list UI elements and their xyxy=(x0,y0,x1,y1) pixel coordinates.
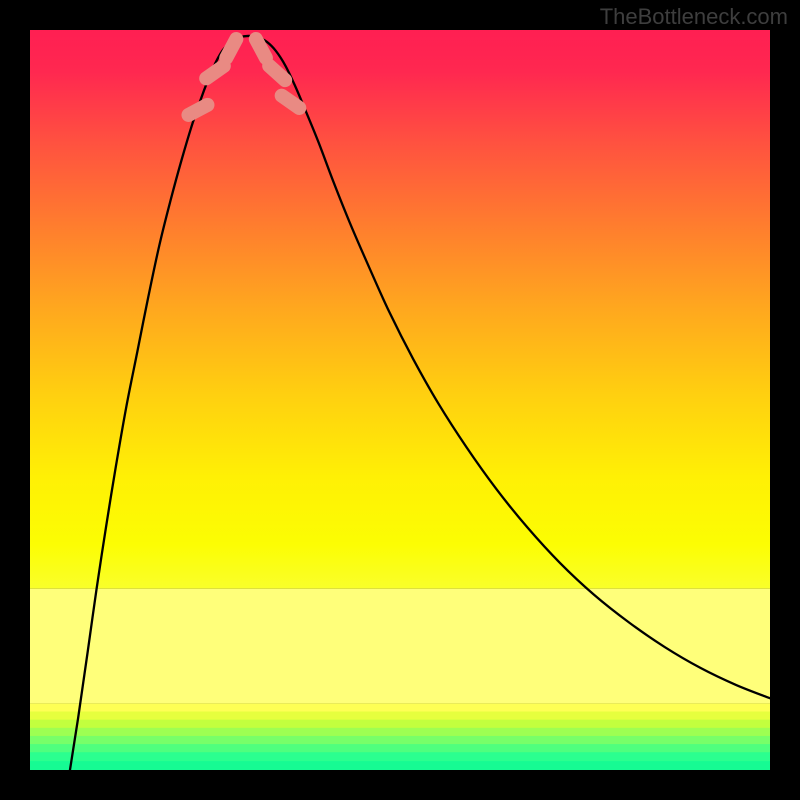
chart-plot-area xyxy=(30,30,770,770)
chart-svg xyxy=(30,30,770,770)
watermark: TheBottleneck.com xyxy=(600,4,788,30)
